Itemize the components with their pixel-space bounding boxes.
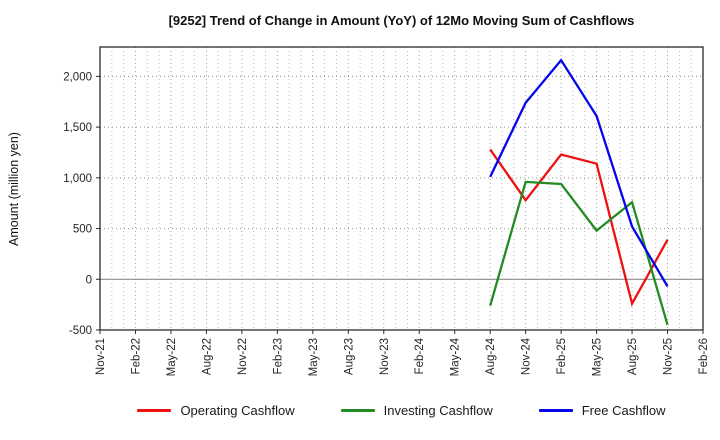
y-tick-label: -500 xyxy=(69,325,92,337)
y-tick-label: 1,000 xyxy=(63,173,92,185)
x-tick-label: Feb-24 xyxy=(414,337,426,374)
x-tick-label: Nov-23 xyxy=(379,338,391,375)
x-tick-label: Nov-21 xyxy=(95,338,107,375)
legend-item-free-cashflow: Free Cashflow xyxy=(538,403,666,418)
x-tick-label: Feb-23 xyxy=(272,338,284,374)
legend-item-investing-cashflow: Investing Cashflow xyxy=(340,403,493,418)
legend-label: Free Cashflow xyxy=(581,403,666,418)
x-tick-label: May-23 xyxy=(308,338,320,376)
legend-item-operating-cashflow: Operating Cashflow xyxy=(137,403,295,418)
x-tick-label: Feb-26 xyxy=(698,338,710,374)
x-tick-label: Nov-25 xyxy=(663,338,675,375)
legend-label: Investing Cashflow xyxy=(383,403,493,418)
legend-line-swatch xyxy=(340,409,375,412)
x-tick-label: May-25 xyxy=(592,338,604,376)
x-tick-label: Aug-22 xyxy=(201,338,213,375)
series-layer xyxy=(489,58,669,326)
chart-title: [9252] Trend of Change in Amount (YoY) o… xyxy=(168,13,635,28)
axis-layer xyxy=(96,46,704,334)
x-tick-label: Aug-23 xyxy=(343,338,355,375)
legend-label: Operating Cashflow xyxy=(180,403,295,418)
chart-legend: Operating Cashflow Investing Cashflow Free… xyxy=(90,403,713,418)
legend-line-swatch xyxy=(137,409,172,412)
x-tick-label: May-24 xyxy=(450,337,462,376)
y-axis-label: Amount (million yen) xyxy=(7,132,21,246)
tick-label-layer: -500 0 500 1,000 1,500 2,000 Nov-21 Feb-22 May-2… xyxy=(63,71,710,376)
y-tick-label: 2,000 xyxy=(63,71,92,83)
x-tick-label: Aug-25 xyxy=(627,338,639,375)
x-tick-label: Feb-25 xyxy=(556,338,568,374)
x-tick-label: Aug-24 xyxy=(485,337,497,375)
x-tick-label: Feb-22 xyxy=(130,338,142,374)
y-tick-label: 1,500 xyxy=(63,122,92,134)
y-tick-label: 500 xyxy=(73,224,92,236)
grid-layer xyxy=(100,47,703,330)
legend-line-swatch xyxy=(538,409,573,412)
y-tick-label: 0 xyxy=(86,274,92,286)
x-tick-label: Nov-24 xyxy=(521,337,533,375)
x-tick-label: Nov-22 xyxy=(237,338,249,375)
x-tick-label: May-22 xyxy=(166,338,178,376)
